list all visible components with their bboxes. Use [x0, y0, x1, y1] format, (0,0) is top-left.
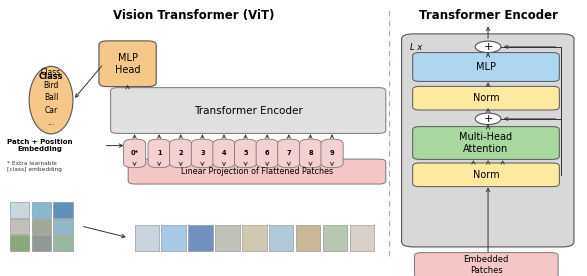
Bar	[323, 225, 348, 251]
Text: 8: 8	[308, 150, 313, 156]
FancyBboxPatch shape	[321, 139, 343, 168]
Text: Transformer Encoder: Transformer Encoder	[419, 9, 558, 22]
Bar	[242, 225, 266, 251]
FancyBboxPatch shape	[414, 253, 558, 276]
Text: Patch + Position
Embedding: Patch + Position Embedding	[7, 139, 73, 152]
Text: Transformer Encoder: Transformer Encoder	[194, 105, 302, 116]
FancyBboxPatch shape	[299, 139, 322, 168]
FancyBboxPatch shape	[413, 127, 559, 159]
Text: 6: 6	[265, 150, 269, 156]
Text: +: +	[483, 42, 492, 52]
Text: +: +	[483, 114, 492, 124]
FancyBboxPatch shape	[413, 86, 559, 110]
Text: Norm: Norm	[473, 170, 500, 180]
Text: 5: 5	[244, 150, 248, 156]
FancyBboxPatch shape	[110, 88, 386, 133]
Text: Vision Transformer (ViT): Vision Transformer (ViT)	[113, 9, 275, 22]
Bar	[296, 225, 321, 251]
Bar	[10, 235, 29, 251]
Text: 0*: 0*	[130, 150, 139, 156]
Bar	[161, 225, 186, 251]
Text: 1: 1	[157, 150, 161, 156]
Bar	[53, 235, 73, 251]
Text: Class: Class	[39, 72, 63, 81]
FancyBboxPatch shape	[402, 34, 574, 247]
Text: Norm: Norm	[473, 93, 500, 103]
Text: Multi-Head
Attention: Multi-Head Attention	[460, 132, 512, 154]
Ellipse shape	[29, 66, 73, 134]
Text: * Extra learnable
[class] embedding: * Extra learnable [class] embedding	[7, 161, 62, 172]
Text: 3: 3	[200, 150, 205, 156]
Bar	[53, 202, 73, 217]
Text: 2: 2	[178, 150, 183, 156]
FancyBboxPatch shape	[148, 139, 170, 168]
Bar	[188, 225, 213, 251]
Bar	[10, 202, 29, 217]
Bar	[269, 225, 294, 251]
Text: 4: 4	[222, 150, 227, 156]
FancyBboxPatch shape	[234, 139, 257, 168]
Text: MLP: MLP	[476, 62, 496, 72]
Text: MLP
Head: MLP Head	[115, 53, 140, 75]
FancyBboxPatch shape	[170, 139, 192, 168]
Text: Linear Projection of Flattened Patches: Linear Projection of Flattened Patches	[181, 167, 333, 176]
FancyBboxPatch shape	[128, 159, 386, 184]
Circle shape	[475, 41, 501, 52]
FancyBboxPatch shape	[413, 163, 559, 187]
FancyBboxPatch shape	[256, 139, 278, 168]
FancyBboxPatch shape	[213, 139, 235, 168]
Bar	[215, 225, 239, 251]
Bar	[10, 219, 29, 234]
Text: Class
Bird
Ball
Car
...: Class Bird Ball Car ...	[41, 68, 61, 127]
Bar	[350, 225, 374, 251]
Bar	[134, 225, 159, 251]
FancyBboxPatch shape	[191, 139, 214, 168]
FancyBboxPatch shape	[123, 139, 146, 168]
FancyBboxPatch shape	[278, 139, 300, 168]
Bar	[53, 219, 73, 234]
Text: 7: 7	[286, 150, 291, 156]
FancyBboxPatch shape	[413, 52, 559, 81]
FancyBboxPatch shape	[99, 41, 156, 87]
Text: 9: 9	[330, 150, 335, 156]
Bar	[32, 219, 51, 234]
Circle shape	[475, 113, 501, 124]
Text: Embedded
Patches: Embedded Patches	[464, 255, 509, 275]
Bar	[32, 202, 51, 217]
Bar	[32, 235, 51, 251]
Text: L x: L x	[410, 43, 423, 52]
